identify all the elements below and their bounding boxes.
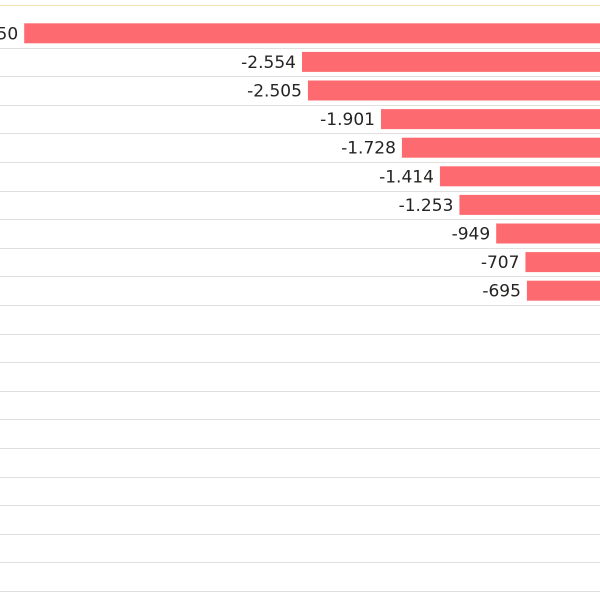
data-label: -949 [452, 225, 491, 245]
bar [301, 51, 600, 72]
bar [459, 194, 600, 215]
data-label: -4.850 [0, 24, 18, 44]
bar [380, 109, 600, 130]
data-label: -1.728 [341, 139, 396, 159]
data-label: -1.253 [399, 196, 454, 216]
data-label: -1.901 [320, 110, 375, 130]
data-label: -1.414 [379, 167, 434, 187]
bar [496, 223, 600, 244]
bar [307, 80, 600, 101]
bar [439, 166, 600, 187]
data-label: -2.554 [241, 53, 296, 73]
data-label: -707 [481, 253, 520, 273]
data-label: -695 [482, 282, 521, 302]
bar [24, 23, 600, 44]
bar [401, 137, 600, 158]
bar [526, 280, 600, 301]
bar [525, 252, 600, 273]
data-label: -2.505 [247, 82, 302, 102]
